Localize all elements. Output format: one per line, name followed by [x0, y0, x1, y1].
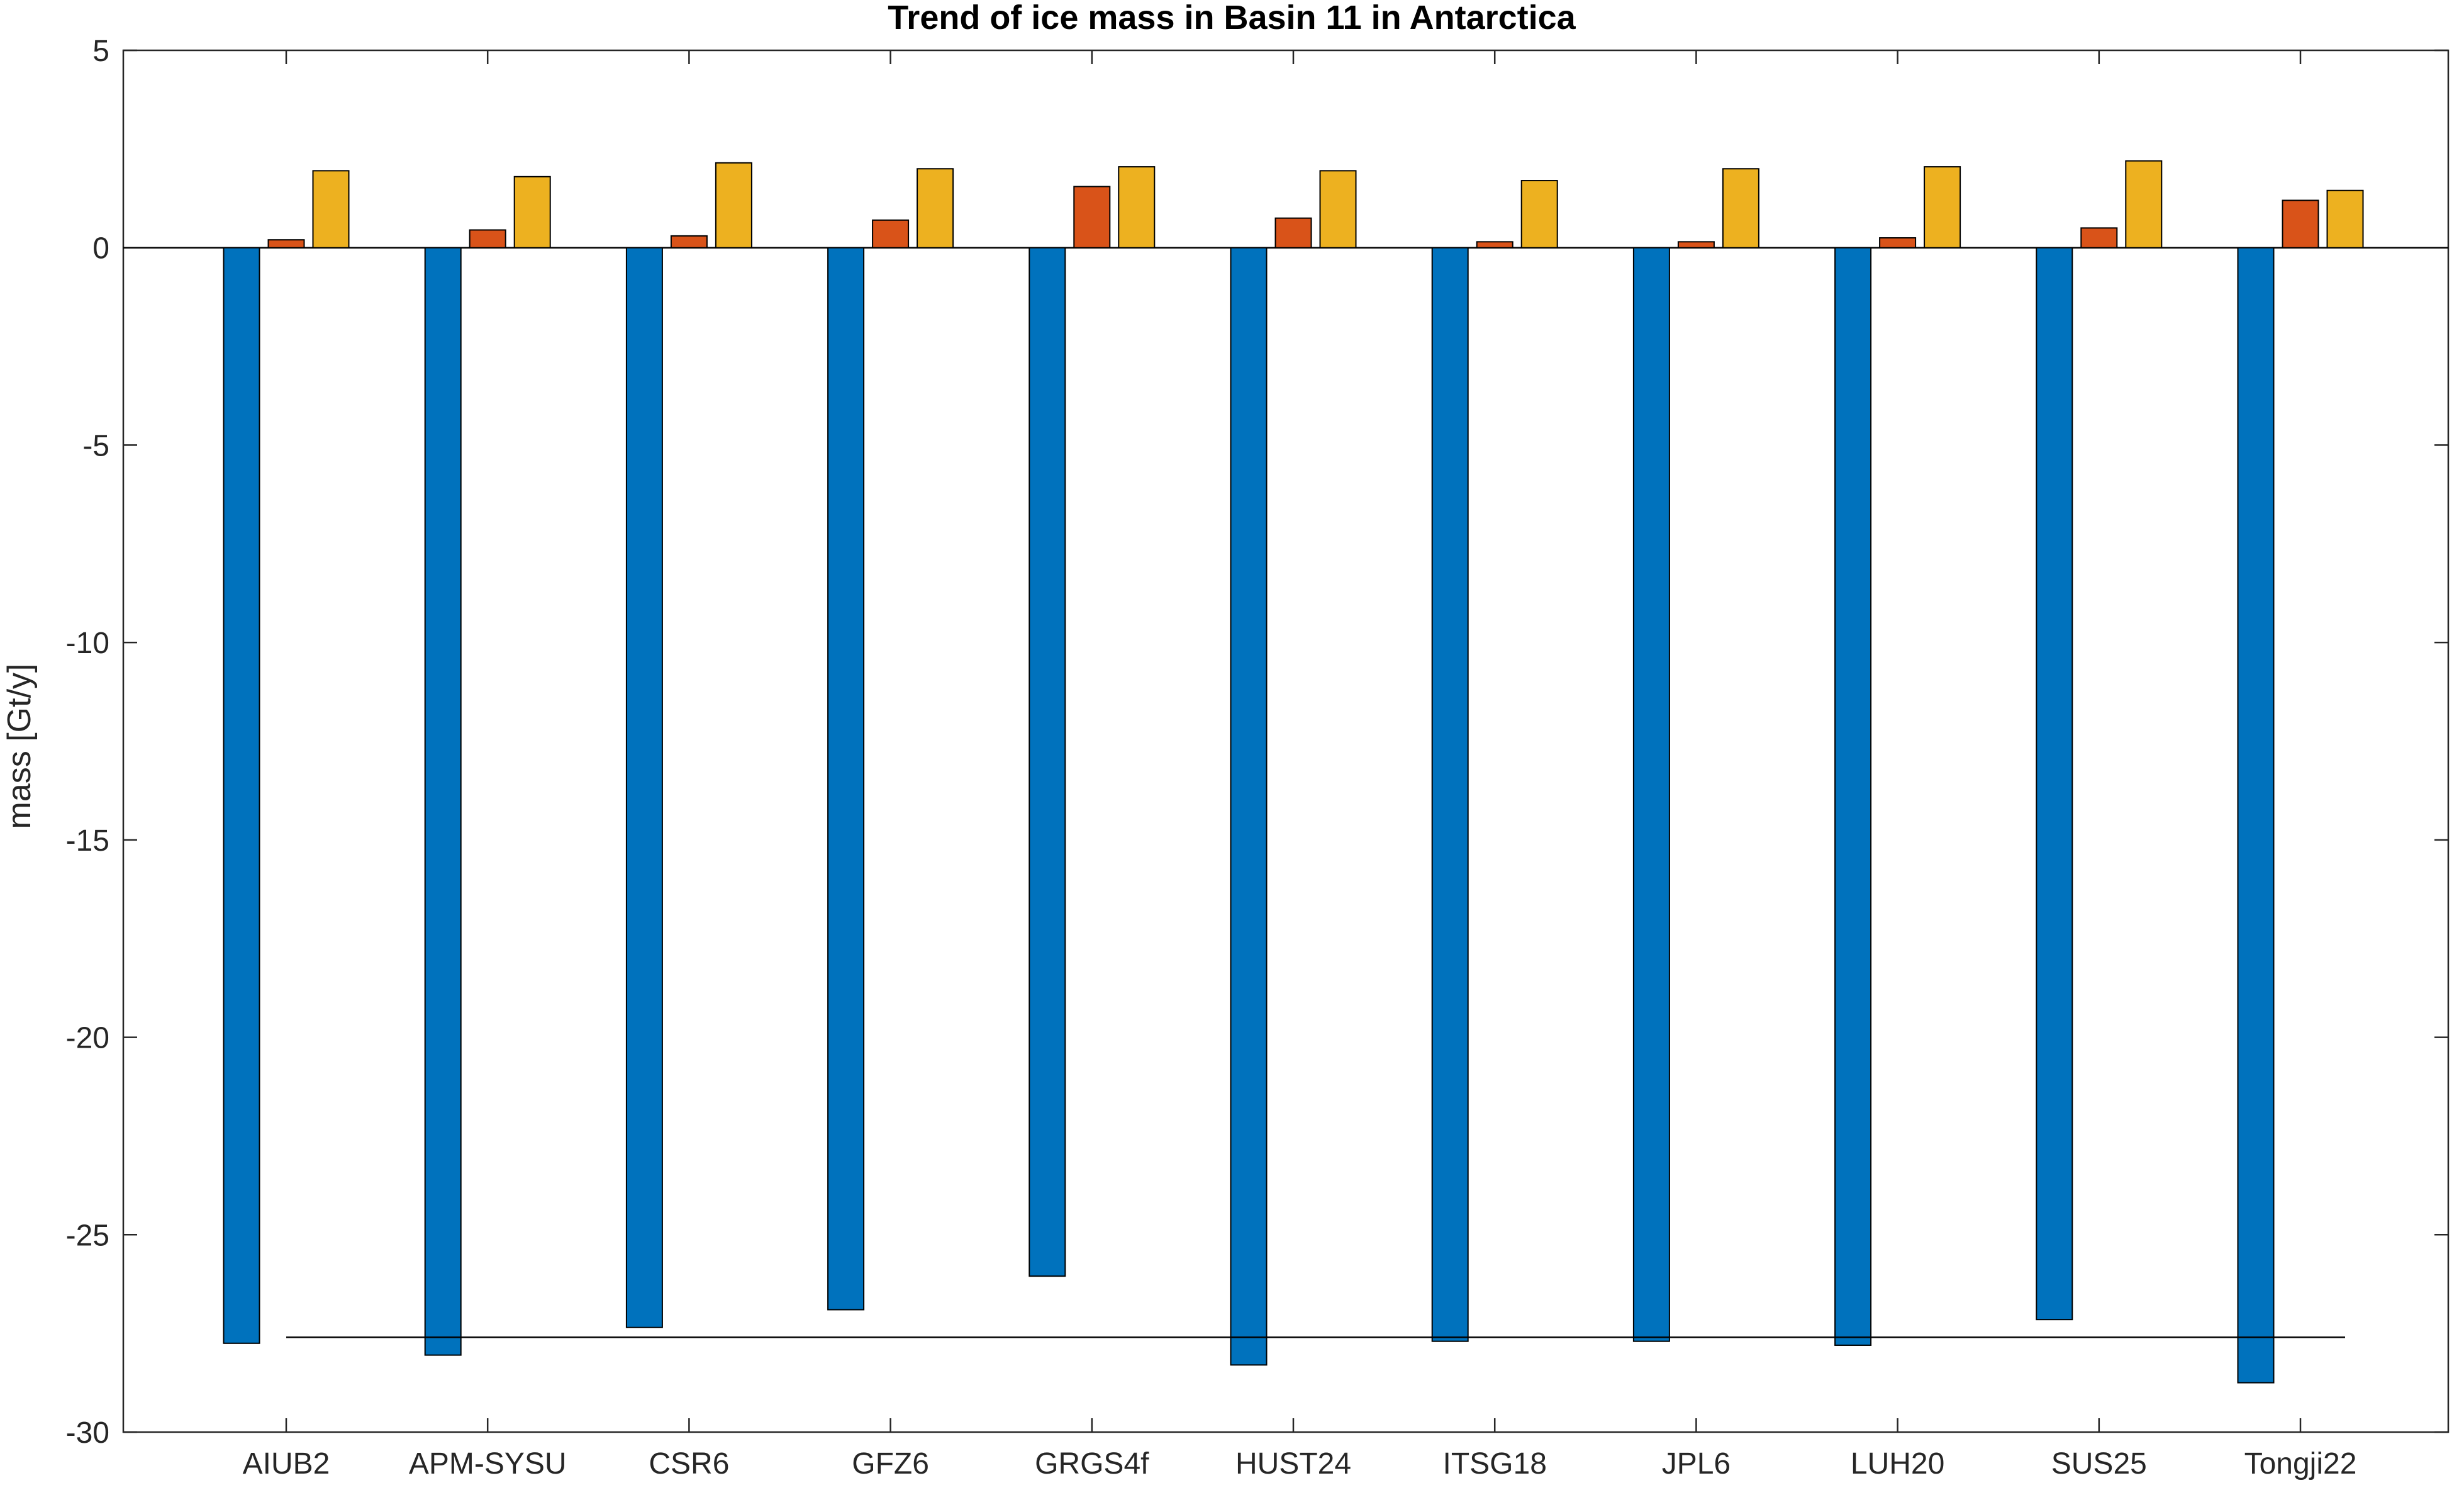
plot-area: 5 0 -5 -10 -15 -20 -25 -30 AIUB2 APM-SYSU CSR6 GFZ6… [66, 35, 2450, 1481]
bar-series-2 [469, 229, 506, 249]
bar-series-2 [267, 239, 305, 249]
y-tick-label: -30 [66, 1416, 109, 1450]
bar-series-3 [312, 170, 350, 249]
bar-series-2 [1274, 217, 1312, 249]
x-tick-label: CSR6 [649, 1447, 729, 1481]
bar-series-1 [1230, 247, 1268, 1366]
bar-series-2 [1476, 241, 1514, 249]
plot-frame [122, 49, 2450, 1433]
bar-series-1 [1029, 247, 1066, 1277]
y-tick-label: -5 [82, 429, 109, 462]
bar-series-2 [1677, 241, 1715, 249]
y-tick-label: -10 [66, 627, 109, 660]
x-tick-label: LUH20 [1851, 1447, 1944, 1481]
x-tick-label: APM-SYSU [409, 1447, 567, 1481]
bar-series-3 [2326, 189, 2364, 249]
bar-series-1 [2237, 247, 2275, 1384]
y-axis-label: mass [Gt/y] [1, 664, 38, 829]
y-tick-label: -25 [66, 1219, 109, 1252]
bar-series-2 [2282, 199, 2319, 249]
bar-series-2 [670, 235, 708, 249]
x-tick-label: GRGS4f [1035, 1447, 1149, 1481]
bar-series-1 [625, 247, 663, 1328]
bar-series-3 [715, 162, 752, 249]
bar-series-3 [513, 176, 551, 249]
x-tick-label: AIUB2 [243, 1447, 330, 1481]
bar-series-3 [1118, 166, 1156, 249]
bar-series-3 [917, 168, 954, 249]
y-tick-label: 5 [92, 35, 109, 68]
bar-series-3 [2125, 160, 2163, 249]
bar-series-1 [223, 247, 260, 1344]
x-tick-label: GFZ6 [852, 1447, 929, 1481]
bar-series-2 [1879, 237, 1917, 249]
bar-series-2 [872, 219, 910, 249]
bar-series-1 [2036, 247, 2073, 1321]
chart-title: Trend of ice mass in Basin 11 in Antarct… [888, 0, 1576, 36]
x-tick-label: HUST24 [1235, 1447, 1351, 1481]
bar-series-3 [1520, 180, 1558, 249]
bar-series-1 [1834, 247, 1872, 1346]
bar-series-3 [1722, 168, 1759, 249]
bar-series-3 [1319, 170, 1357, 249]
x-tick-label: SUS25 [2051, 1447, 2147, 1481]
x-tick-label: JPL6 [1662, 1447, 1731, 1481]
bar-series-1 [1632, 247, 1670, 1342]
bar-series-1 [1431, 247, 1469, 1342]
bar-series-1 [424, 247, 462, 1356]
bar-series-2 [1073, 186, 1111, 249]
y-tick-label: -15 [66, 824, 109, 858]
x-tick-label: Tongji22 [2244, 1447, 2357, 1481]
bar-series-3 [1924, 166, 1961, 249]
x-tick-label: ITSG18 [1442, 1447, 1546, 1481]
bar-series-2 [2080, 227, 2118, 249]
bar-series-1 [827, 247, 865, 1311]
y-tick-label: 0 [92, 232, 109, 266]
y-tick-label: -20 [66, 1022, 109, 1055]
